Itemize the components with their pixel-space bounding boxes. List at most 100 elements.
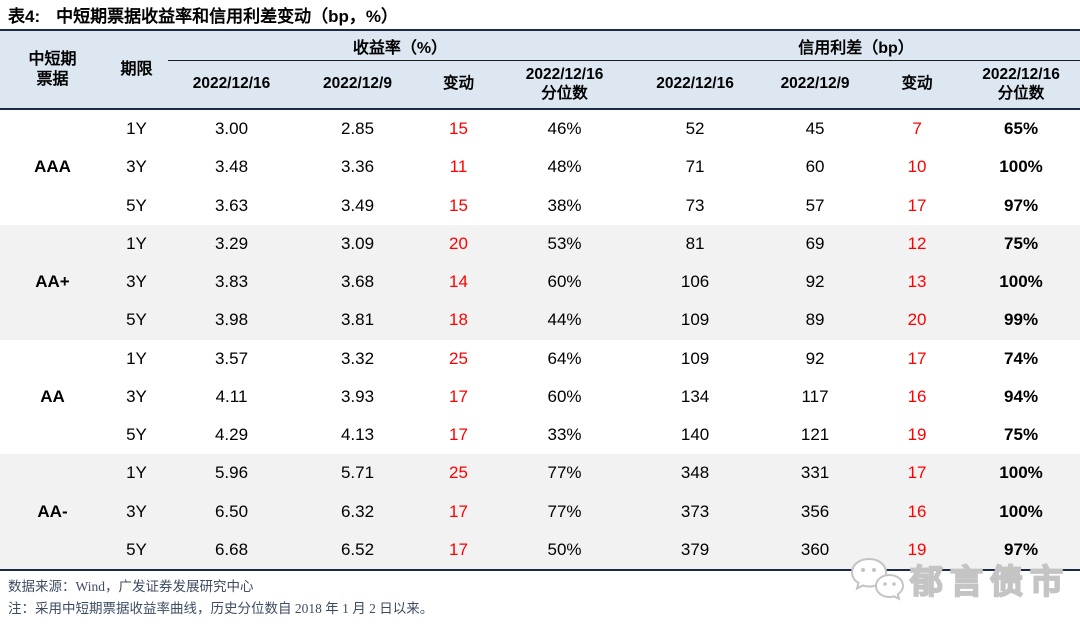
value-cell: 60% bbox=[497, 377, 633, 416]
table-title-text: 中短期票据收益率和信用利差变动（bp，%） bbox=[56, 7, 399, 26]
value-cell: 14 bbox=[420, 263, 497, 302]
value-cell: 73 bbox=[632, 186, 759, 225]
table-header: 中短期 票据 期限 收益率（%） 信用利差（bp） 2022/12/16 2022/… bbox=[0, 30, 1080, 110]
value-cell: 38% bbox=[497, 186, 633, 225]
yield-spread-table: 中短期 票据 期限 收益率（%） 信用利差（bp） 2022/12/16 2022/… bbox=[0, 29, 1080, 571]
term-cell: 1Y bbox=[105, 454, 168, 493]
value-cell: 109 bbox=[632, 339, 759, 378]
value-cell: 6.50 bbox=[168, 492, 295, 531]
value-cell: 25 bbox=[420, 339, 497, 378]
value-cell: 4.11 bbox=[168, 377, 295, 416]
table-title: 表4: 中短期票据收益率和信用利差变动（bp，%） bbox=[0, 0, 1080, 29]
value-cell: 92 bbox=[758, 263, 873, 302]
header-rating-column: 中短期 票据 bbox=[0, 30, 105, 110]
term-cell: 3Y bbox=[105, 263, 168, 302]
value-cell: 17 bbox=[420, 492, 497, 531]
value-cell: 60% bbox=[497, 263, 633, 302]
value-cell: 71 bbox=[632, 148, 759, 187]
value-cell: 140 bbox=[632, 416, 759, 455]
value-cell: 46% bbox=[497, 109, 633, 149]
value-cell: 15 bbox=[420, 109, 497, 149]
term-cell: 1Y bbox=[105, 339, 168, 378]
value-cell: 4.13 bbox=[295, 416, 420, 455]
term-cell: 3Y bbox=[105, 148, 168, 187]
value-cell: 3.98 bbox=[168, 301, 295, 340]
value-cell: 50% bbox=[497, 530, 633, 570]
value-cell: 20 bbox=[872, 301, 963, 340]
table-row-AA-3Y: 3Y 4.11 3.93 17 60% 134 117 16 94% bbox=[0, 377, 1080, 416]
value-cell: 92 bbox=[758, 339, 873, 378]
value-cell: 75% bbox=[962, 416, 1080, 455]
value-cell: 356 bbox=[758, 492, 873, 531]
term-cell: 3Y bbox=[105, 377, 168, 416]
group-header-row: 中短期 票据 期限 收益率（%） 信用利差（bp） bbox=[0, 30, 1080, 110]
value-cell: 19 bbox=[872, 416, 963, 455]
table-row-AA+-5Y: 5Y 3.98 3.81 18 44% 109 89 20 99% bbox=[0, 301, 1080, 340]
value-cell: 5.71 bbox=[295, 454, 420, 493]
table-row-AA--3Y: 3Y 6.50 6.32 17 77% 373 356 16 100% bbox=[0, 492, 1080, 531]
value-cell: 17 bbox=[420, 377, 497, 416]
value-cell: 69 bbox=[758, 224, 873, 263]
value-cell: 45 bbox=[758, 109, 873, 149]
value-cell: 65% bbox=[962, 109, 1080, 149]
value-cell: 109 bbox=[632, 301, 759, 340]
value-cell: 2.85 bbox=[295, 109, 420, 149]
term-cell: 5Y bbox=[105, 416, 168, 455]
value-cell: 3.49 bbox=[295, 186, 420, 225]
column-header-spread-2: 变动 bbox=[872, 60, 963, 110]
method-note: 注：采用中短期票据收益率曲线，历史分位数自 2018 年 1 月 2 日以来。 bbox=[8, 600, 434, 616]
column-header-spread-1: 2022/12/9 bbox=[758, 60, 873, 110]
column-header-yield-2: 变动 bbox=[420, 60, 497, 110]
value-cell: 3.57 bbox=[168, 339, 295, 378]
column-header-yield-0: 2022/12/16 bbox=[168, 60, 295, 110]
value-cell: 17 bbox=[420, 416, 497, 455]
value-cell: 3.81 bbox=[295, 301, 420, 340]
value-cell: 13 bbox=[872, 263, 963, 302]
value-cell: 117 bbox=[758, 377, 873, 416]
value-cell: 60 bbox=[758, 148, 873, 187]
value-cell: 3.29 bbox=[168, 224, 295, 263]
table-row-AA+-3Y: 3Y 3.83 3.68 14 60% 106 92 13 100% bbox=[0, 263, 1080, 302]
value-cell: 77% bbox=[497, 454, 633, 493]
value-cell: 11 bbox=[420, 148, 497, 187]
value-cell: 12 bbox=[872, 224, 963, 263]
value-cell: 18 bbox=[420, 301, 497, 340]
header-group-spread: 信用利差（bp） bbox=[632, 30, 1080, 61]
value-cell: 48% bbox=[497, 148, 633, 187]
data-source-note: 数据来源：Wind，广发证券发展研究中心 bbox=[8, 579, 254, 594]
value-cell: 3.83 bbox=[168, 263, 295, 302]
term-cell: 1Y bbox=[105, 109, 168, 149]
value-cell: 6.52 bbox=[295, 530, 420, 570]
table-row-AAA-1Y: AAA 1Y 3.00 2.85 15 46% 52 45 7 65% bbox=[0, 109, 1080, 225]
value-cell: 106 bbox=[632, 263, 759, 302]
value-cell: 57 bbox=[758, 186, 873, 225]
term-cell: 3Y bbox=[105, 492, 168, 531]
value-cell: 94% bbox=[962, 377, 1080, 416]
term-cell: 5Y bbox=[105, 530, 168, 570]
value-cell: 379 bbox=[632, 530, 759, 570]
value-cell: 3.63 bbox=[168, 186, 295, 225]
value-cell: 6.68 bbox=[168, 530, 295, 570]
brand-watermark: 郁言债市 bbox=[848, 553, 1070, 605]
value-cell: 5.96 bbox=[168, 454, 295, 493]
value-cell: 100% bbox=[962, 454, 1080, 493]
value-cell: 52 bbox=[632, 109, 759, 149]
value-cell: 77% bbox=[497, 492, 633, 531]
header-group-yield: 收益率（%） bbox=[168, 30, 633, 61]
value-cell: 81 bbox=[632, 224, 759, 263]
value-cell: 16 bbox=[872, 492, 963, 531]
value-cell: 331 bbox=[758, 454, 873, 493]
table-row-AA-5Y: 5Y 4.29 4.13 17 33% 140 121 19 75% bbox=[0, 416, 1080, 455]
value-cell: 3.36 bbox=[295, 148, 420, 187]
column-header-row: 2022/12/16 2022/12/9 变动 2022/12/16 分位数 2022/1… bbox=[0, 60, 1080, 110]
value-cell: 373 bbox=[632, 492, 759, 531]
column-header-yield-1: 2022/12/9 bbox=[295, 60, 420, 110]
rating-cell: AAA bbox=[0, 109, 105, 225]
column-header-yield-3: 2022/12/16 分位数 bbox=[497, 60, 633, 110]
value-cell: 3.68 bbox=[295, 263, 420, 302]
term-cell: 5Y bbox=[105, 186, 168, 225]
value-cell: 53% bbox=[497, 224, 633, 263]
value-cell: 3.00 bbox=[168, 109, 295, 149]
rating-cell: AA+ bbox=[0, 224, 105, 340]
rating-cell: AA- bbox=[0, 454, 105, 570]
